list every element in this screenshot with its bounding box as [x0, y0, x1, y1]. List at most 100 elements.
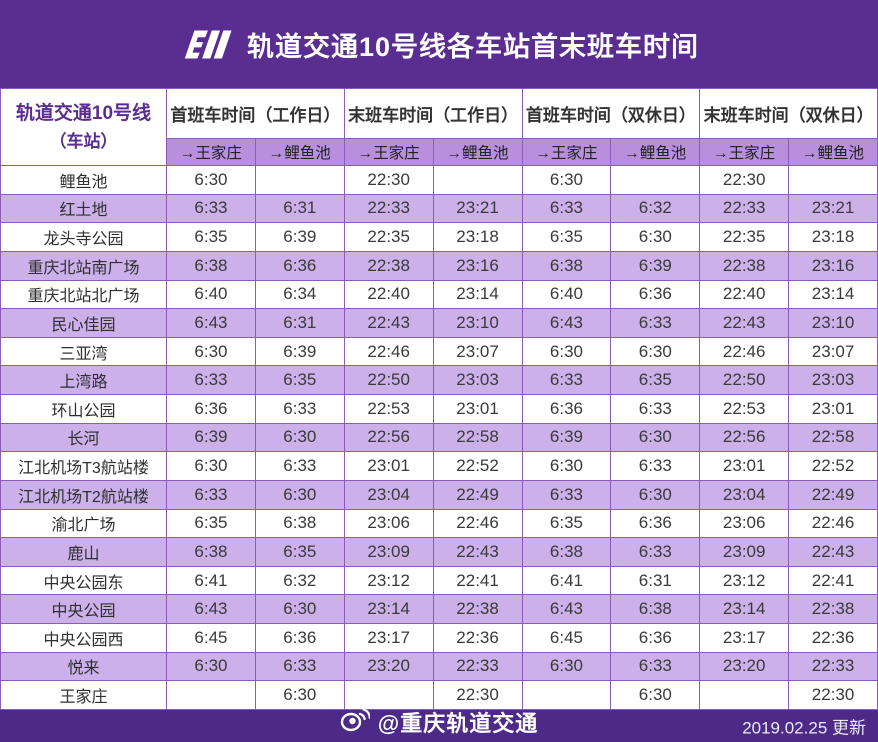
footer-band: @重庆轨道交通 2019.02.25 更新: [0, 708, 878, 742]
time-cell: 6:33: [166, 193, 256, 224]
time-cell: 6:30: [610, 422, 701, 453]
time-cell: 6:30: [610, 222, 701, 252]
time-cell: 6:43: [166, 594, 256, 624]
time-cell: 6:35: [254, 365, 345, 395]
station-cell: 中央公园东: [0, 565, 167, 596]
time-cell: 22:52: [788, 451, 878, 481]
time-cell: [343, 680, 434, 710]
time-cell: 22:46: [432, 508, 523, 539]
time-cell: 22:43: [699, 308, 790, 338]
time-cell: 6:38: [521, 250, 612, 281]
time-cell: 6:30: [521, 451, 612, 481]
station-cell: 王家庄: [0, 680, 167, 710]
station-cell: 长河: [0, 422, 167, 453]
time-cell: 23:01: [699, 451, 790, 481]
table-row: 长河 6:39 6:30 22:56 22:58 6:39 6:30 22:56 22:58: [0, 422, 878, 453]
time-cell: 22:50: [343, 365, 434, 395]
time-cell: 6:31: [254, 193, 345, 224]
table-row: 三亚湾 6:30 6:39 22:46 23:07 6:30 6:30 22:46 23:07: [0, 336, 878, 367]
direction-header: →王家庄: [699, 138, 790, 166]
time-cell: 6:36: [610, 508, 701, 539]
time-cell: 6:40: [521, 279, 612, 310]
table-row: 重庆北站北广场 6:40 6:34 22:40 23:14 6:40 6:36 22:40 23…: [0, 279, 878, 310]
time-cell: 22:52: [432, 451, 523, 481]
time-cell: 6:35: [254, 537, 345, 567]
table-row: 鹿山 6:38 6:35 23:09 22:43 6:38 6:33 23:09 22:43: [0, 537, 878, 567]
direction-header: →鲤鱼池: [254, 138, 345, 166]
time-cell: 22:46: [699, 336, 790, 367]
time-cell: 6:34: [254, 279, 345, 310]
time-cell: 23:12: [343, 565, 434, 596]
timetable: 轨道交通10号线 （车站） 首班车时间（工作日） 末班车时间（工作日） 首班车时间（…: [0, 88, 878, 710]
time-cell: 6:33: [521, 365, 612, 395]
time-cell: 23:04: [699, 479, 790, 510]
time-cell: 6:33: [610, 651, 701, 682]
time-cell: 22:33: [343, 193, 434, 224]
direction-header: →鲤鱼池: [432, 138, 523, 166]
station-cell: 中央公园: [0, 594, 167, 624]
time-cell: 6:30: [610, 336, 701, 367]
time-cell: 6:36: [254, 250, 345, 281]
time-cell: 22:41: [788, 565, 878, 596]
station-cell: 中央公园西: [0, 623, 167, 653]
time-cell: 23:04: [343, 479, 434, 510]
weibo-credit: @重庆轨道交通: [340, 706, 538, 738]
time-cell: 6:30: [610, 479, 701, 510]
time-cell: 6:43: [521, 308, 612, 338]
time-cell: 22:56: [699, 422, 790, 453]
time-cell: 6:33: [521, 193, 612, 224]
time-cell: 22:46: [788, 508, 878, 539]
station-cell: 上湾路: [0, 365, 167, 395]
table-row: 龙头寺公园 6:35 6:39 22:35 23:18 6:35 6:30 22:35 23:1…: [0, 222, 878, 252]
time-cell: 22:40: [343, 279, 434, 310]
station-cell: 红土地: [0, 193, 167, 224]
time-cell: 23:10: [432, 308, 523, 338]
time-cell: 22:35: [699, 222, 790, 252]
time-cell: 6:30: [254, 479, 345, 510]
time-cell: 6:30: [166, 165, 256, 195]
time-cell: 6:30: [610, 680, 701, 710]
time-cell: 6:30: [521, 165, 612, 195]
crt-logo-icon: [179, 28, 233, 60]
time-cell: 22:43: [432, 537, 523, 567]
time-cell: 6:30: [166, 651, 256, 682]
time-cell: 6:38: [166, 250, 256, 281]
time-cell: 23:17: [699, 623, 790, 653]
time-cell: 6:35: [166, 508, 256, 539]
table-row: 渝北广场 6:35 6:38 23:06 22:46 6:35 6:36 23:06 22:46: [0, 508, 878, 539]
time-cell: 6:38: [610, 594, 701, 624]
weibo-handle: @重庆轨道交通: [377, 711, 539, 736]
time-cell: 6:33: [254, 394, 345, 424]
corner-line-subtitle: （车站）: [49, 131, 118, 151]
time-cell: 6:39: [610, 250, 701, 281]
station-cell: 悦来: [0, 651, 167, 682]
time-cell: 6:40: [166, 279, 256, 310]
time-cell: 23:20: [699, 651, 790, 682]
time-cell: 6:30: [521, 651, 612, 682]
title-band: 轨道交通10号线各车站首末班车时间: [0, 0, 878, 88]
station-cell: 民心佳园: [0, 308, 167, 338]
station-cell: 重庆北站北广场: [0, 279, 167, 310]
time-cell: 23:20: [343, 651, 434, 682]
time-cell: 23:01: [432, 394, 523, 424]
time-cell: 6:45: [166, 623, 256, 653]
time-cell: 6:38: [166, 537, 256, 567]
time-cell: 22:58: [788, 422, 878, 453]
time-cell: [254, 165, 345, 195]
station-cell: 环山公园: [0, 394, 167, 424]
corner-header: 轨道交通10号线 （车站）: [0, 88, 167, 166]
table-row: 中央公园东 6:41 6:32 23:12 22:41 6:41 6:31 23:12 22:4…: [0, 565, 878, 596]
time-cell: 23:01: [343, 451, 434, 481]
table-row: 王家庄 6:30 22:30 6:30 22:30: [0, 680, 878, 710]
table-row: 江北机场T3航站楼 6:30 6:33 23:01 22:52 6:30 6:33 23:01…: [0, 451, 878, 481]
direction-header: →鲤鱼池: [788, 138, 878, 166]
time-cell: 22:30: [343, 165, 434, 195]
time-cell: 6:30: [254, 422, 345, 453]
time-cell: [788, 165, 878, 195]
group-header: 首班车时间（工作日）: [166, 88, 345, 139]
time-cell: 6:39: [521, 422, 612, 453]
time-cell: 23:18: [432, 222, 523, 252]
time-cell: 22:50: [699, 365, 790, 395]
time-cell: 6:33: [521, 479, 612, 510]
station-cell: 鹿山: [0, 537, 167, 567]
